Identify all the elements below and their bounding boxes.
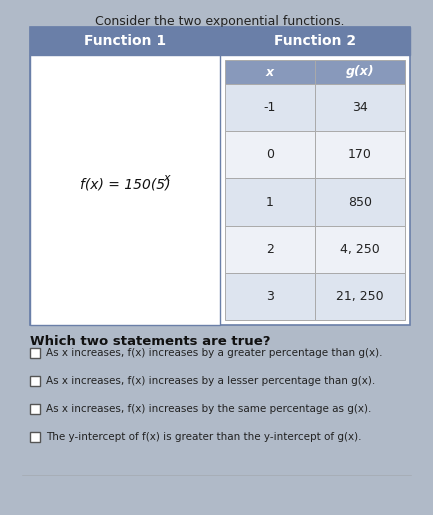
Text: x: x	[164, 173, 170, 183]
Text: 0: 0	[266, 148, 274, 161]
Text: 2: 2	[266, 243, 274, 256]
Bar	[30, 27, 410, 325]
Text: Which two statements are true?: Which two statements are true?	[30, 335, 271, 348]
Text: 4, 250: 4, 250	[340, 243, 380, 256]
Bar	[225, 273, 315, 320]
Bar	[315, 60, 405, 84]
Text: x: x	[266, 65, 274, 78]
Bar	[220, 27, 410, 55]
Bar	[315, 131, 405, 178]
Bar	[225, 84, 315, 131]
Text: 21, 250: 21, 250	[336, 290, 384, 303]
Bar	[315, 178, 405, 226]
Bar	[30, 55, 220, 325]
Text: 34: 34	[352, 101, 368, 114]
Bar	[315, 226, 405, 273]
Text: g(x): g(x)	[346, 65, 374, 78]
Text: f(x) = 150(5): f(x) = 150(5)	[80, 178, 170, 192]
Bar	[30, 27, 220, 55]
Bar	[315, 84, 405, 131]
Bar	[225, 178, 315, 226]
Text: As x increases, f(x) increases by a greater percentage than g(x).: As x increases, f(x) increases by a grea…	[46, 348, 382, 358]
Bar	[30, 432, 40, 442]
Bar	[30, 404, 40, 414]
Text: Function 1: Function 1	[84, 34, 166, 48]
Bar	[315, 273, 405, 320]
Text: -1: -1	[264, 101, 276, 114]
Text: 1: 1	[266, 196, 274, 209]
Text: Consider the two exponential functions.: Consider the two exponential functions.	[95, 15, 345, 28]
Bar	[225, 226, 315, 273]
Bar	[30, 348, 40, 358]
Text: As x increases, f(x) increases by the same percentage as g(x).: As x increases, f(x) increases by the sa…	[46, 404, 372, 414]
Text: Function 2: Function 2	[274, 34, 356, 48]
Text: 170: 170	[348, 148, 372, 161]
Bar	[30, 376, 40, 386]
Bar	[225, 60, 315, 84]
Bar	[225, 131, 315, 178]
Text: 3: 3	[266, 290, 274, 303]
Text: 850: 850	[348, 196, 372, 209]
Text: The y-intercept of f(x) is greater than the y-intercept of g(x).: The y-intercept of f(x) is greater than …	[46, 432, 362, 442]
Text: As x increases, f(x) increases by a lesser percentage than g(x).: As x increases, f(x) increases by a less…	[46, 376, 375, 386]
